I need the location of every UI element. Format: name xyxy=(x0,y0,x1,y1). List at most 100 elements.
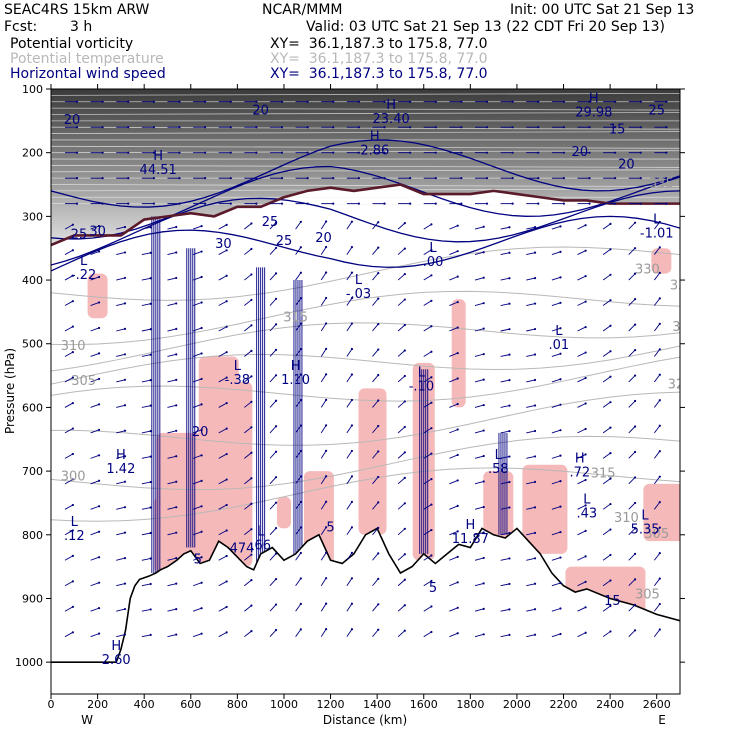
wind-vector-head xyxy=(658,271,661,274)
wind-vector xyxy=(167,226,177,230)
wind-vector xyxy=(602,427,611,434)
wind-vector-head xyxy=(482,225,485,228)
wind-vector xyxy=(192,403,202,408)
wind-vector-head xyxy=(633,272,637,275)
wind-vector-head xyxy=(460,202,463,205)
wind-vector-head xyxy=(511,100,514,103)
wind-vector xyxy=(449,403,458,408)
wind-vector xyxy=(654,501,661,510)
theta-contour-upper xyxy=(51,131,680,134)
wind-vector-head xyxy=(460,126,463,129)
wind-vector xyxy=(577,224,586,230)
wind-vector xyxy=(372,400,379,408)
wind-vector xyxy=(602,605,611,612)
wind-vector xyxy=(577,479,586,485)
wind-vector xyxy=(90,607,100,612)
wind-vector-head xyxy=(633,374,637,377)
wind-vector-head xyxy=(559,556,562,559)
wind-vector xyxy=(449,225,458,230)
wind-vector xyxy=(551,633,561,638)
wind-vector-head xyxy=(658,348,661,351)
wind-vector xyxy=(320,425,327,434)
wind-vector-head xyxy=(274,603,278,606)
wind-vector xyxy=(192,582,202,587)
wind-vector xyxy=(551,429,561,434)
wind-vector xyxy=(551,480,561,485)
wind-vector-head xyxy=(584,325,587,329)
wind-vector-head xyxy=(377,501,380,504)
wind-vector xyxy=(372,629,379,637)
wind-vector xyxy=(218,224,227,230)
wind-vector xyxy=(474,302,484,306)
wind-vector xyxy=(397,324,406,332)
wind-vector-head xyxy=(537,100,540,103)
wind-vector-head xyxy=(225,376,228,379)
wind-vector xyxy=(295,221,302,230)
wind-vector-head xyxy=(588,126,591,129)
wind-vector xyxy=(167,506,177,510)
wind-vector-head xyxy=(584,478,587,482)
wind-vector xyxy=(500,226,510,230)
wind-vector-head xyxy=(403,476,406,479)
wind-vector-head xyxy=(460,151,463,154)
wind-vector-head xyxy=(508,429,511,433)
wind-vector-head xyxy=(250,273,253,276)
wind-vector xyxy=(116,532,126,536)
wind-vector xyxy=(116,481,126,485)
wind-vector-head xyxy=(430,503,433,506)
wind-vector-head xyxy=(537,126,540,129)
wind-vector-head xyxy=(350,347,354,351)
wind-vector xyxy=(551,404,561,408)
wind-vector-head xyxy=(658,450,661,453)
wind-vector xyxy=(295,399,302,408)
wind-vector xyxy=(397,375,406,383)
wind-vector-head xyxy=(200,250,203,253)
wind-vector-head xyxy=(456,224,459,227)
wind-vector-head xyxy=(299,449,302,453)
wind-vector xyxy=(577,581,586,587)
wind-vector xyxy=(141,277,151,281)
wind-speed-label: 5 xyxy=(326,521,334,536)
wind-vector-head xyxy=(225,554,228,558)
wind-vector-head xyxy=(584,504,587,507)
wind-vector xyxy=(269,374,277,383)
wind-vector xyxy=(500,507,510,510)
wind-vector-head xyxy=(430,452,433,455)
wind-vector-head xyxy=(383,151,386,154)
wind-vector xyxy=(500,328,510,332)
theta-contour-label: 315 xyxy=(283,310,308,325)
extremum-value: -.38 xyxy=(225,373,250,388)
wind-vector xyxy=(346,476,353,485)
wind-vector xyxy=(397,604,406,612)
wind-vector-head xyxy=(562,202,565,205)
wind-vector xyxy=(244,426,252,434)
wind-vector-head xyxy=(325,449,328,452)
y-tick-label: 800 xyxy=(22,529,43,542)
wind-vector xyxy=(269,349,277,357)
wind-vector xyxy=(474,226,484,230)
wind-vector-head xyxy=(255,151,258,154)
wind-vector xyxy=(90,251,100,256)
wind-vector-head xyxy=(377,221,380,224)
wind-vector-head xyxy=(403,400,406,403)
wind-vector xyxy=(244,579,252,587)
wind-vector-head xyxy=(609,502,612,506)
wind-vector xyxy=(167,583,177,587)
wind-vector-head xyxy=(274,399,278,402)
wind-vector-head xyxy=(325,500,328,503)
wind-vector-head xyxy=(633,348,637,352)
wind-vector-head xyxy=(403,578,406,581)
wind-vector-head xyxy=(123,251,127,254)
wind-vector-head xyxy=(299,424,302,427)
wind-vector-head xyxy=(200,224,203,228)
wind-vector xyxy=(577,454,586,459)
wind-vector-head xyxy=(350,373,354,376)
wind-vector-head xyxy=(456,326,459,329)
wind-vector-head xyxy=(633,629,637,632)
wind-vector-head xyxy=(71,580,74,583)
wind-vector-head xyxy=(533,455,537,458)
wind-vector-head xyxy=(409,151,412,154)
wind-vector-head xyxy=(97,403,101,406)
wind-vector xyxy=(116,277,126,281)
